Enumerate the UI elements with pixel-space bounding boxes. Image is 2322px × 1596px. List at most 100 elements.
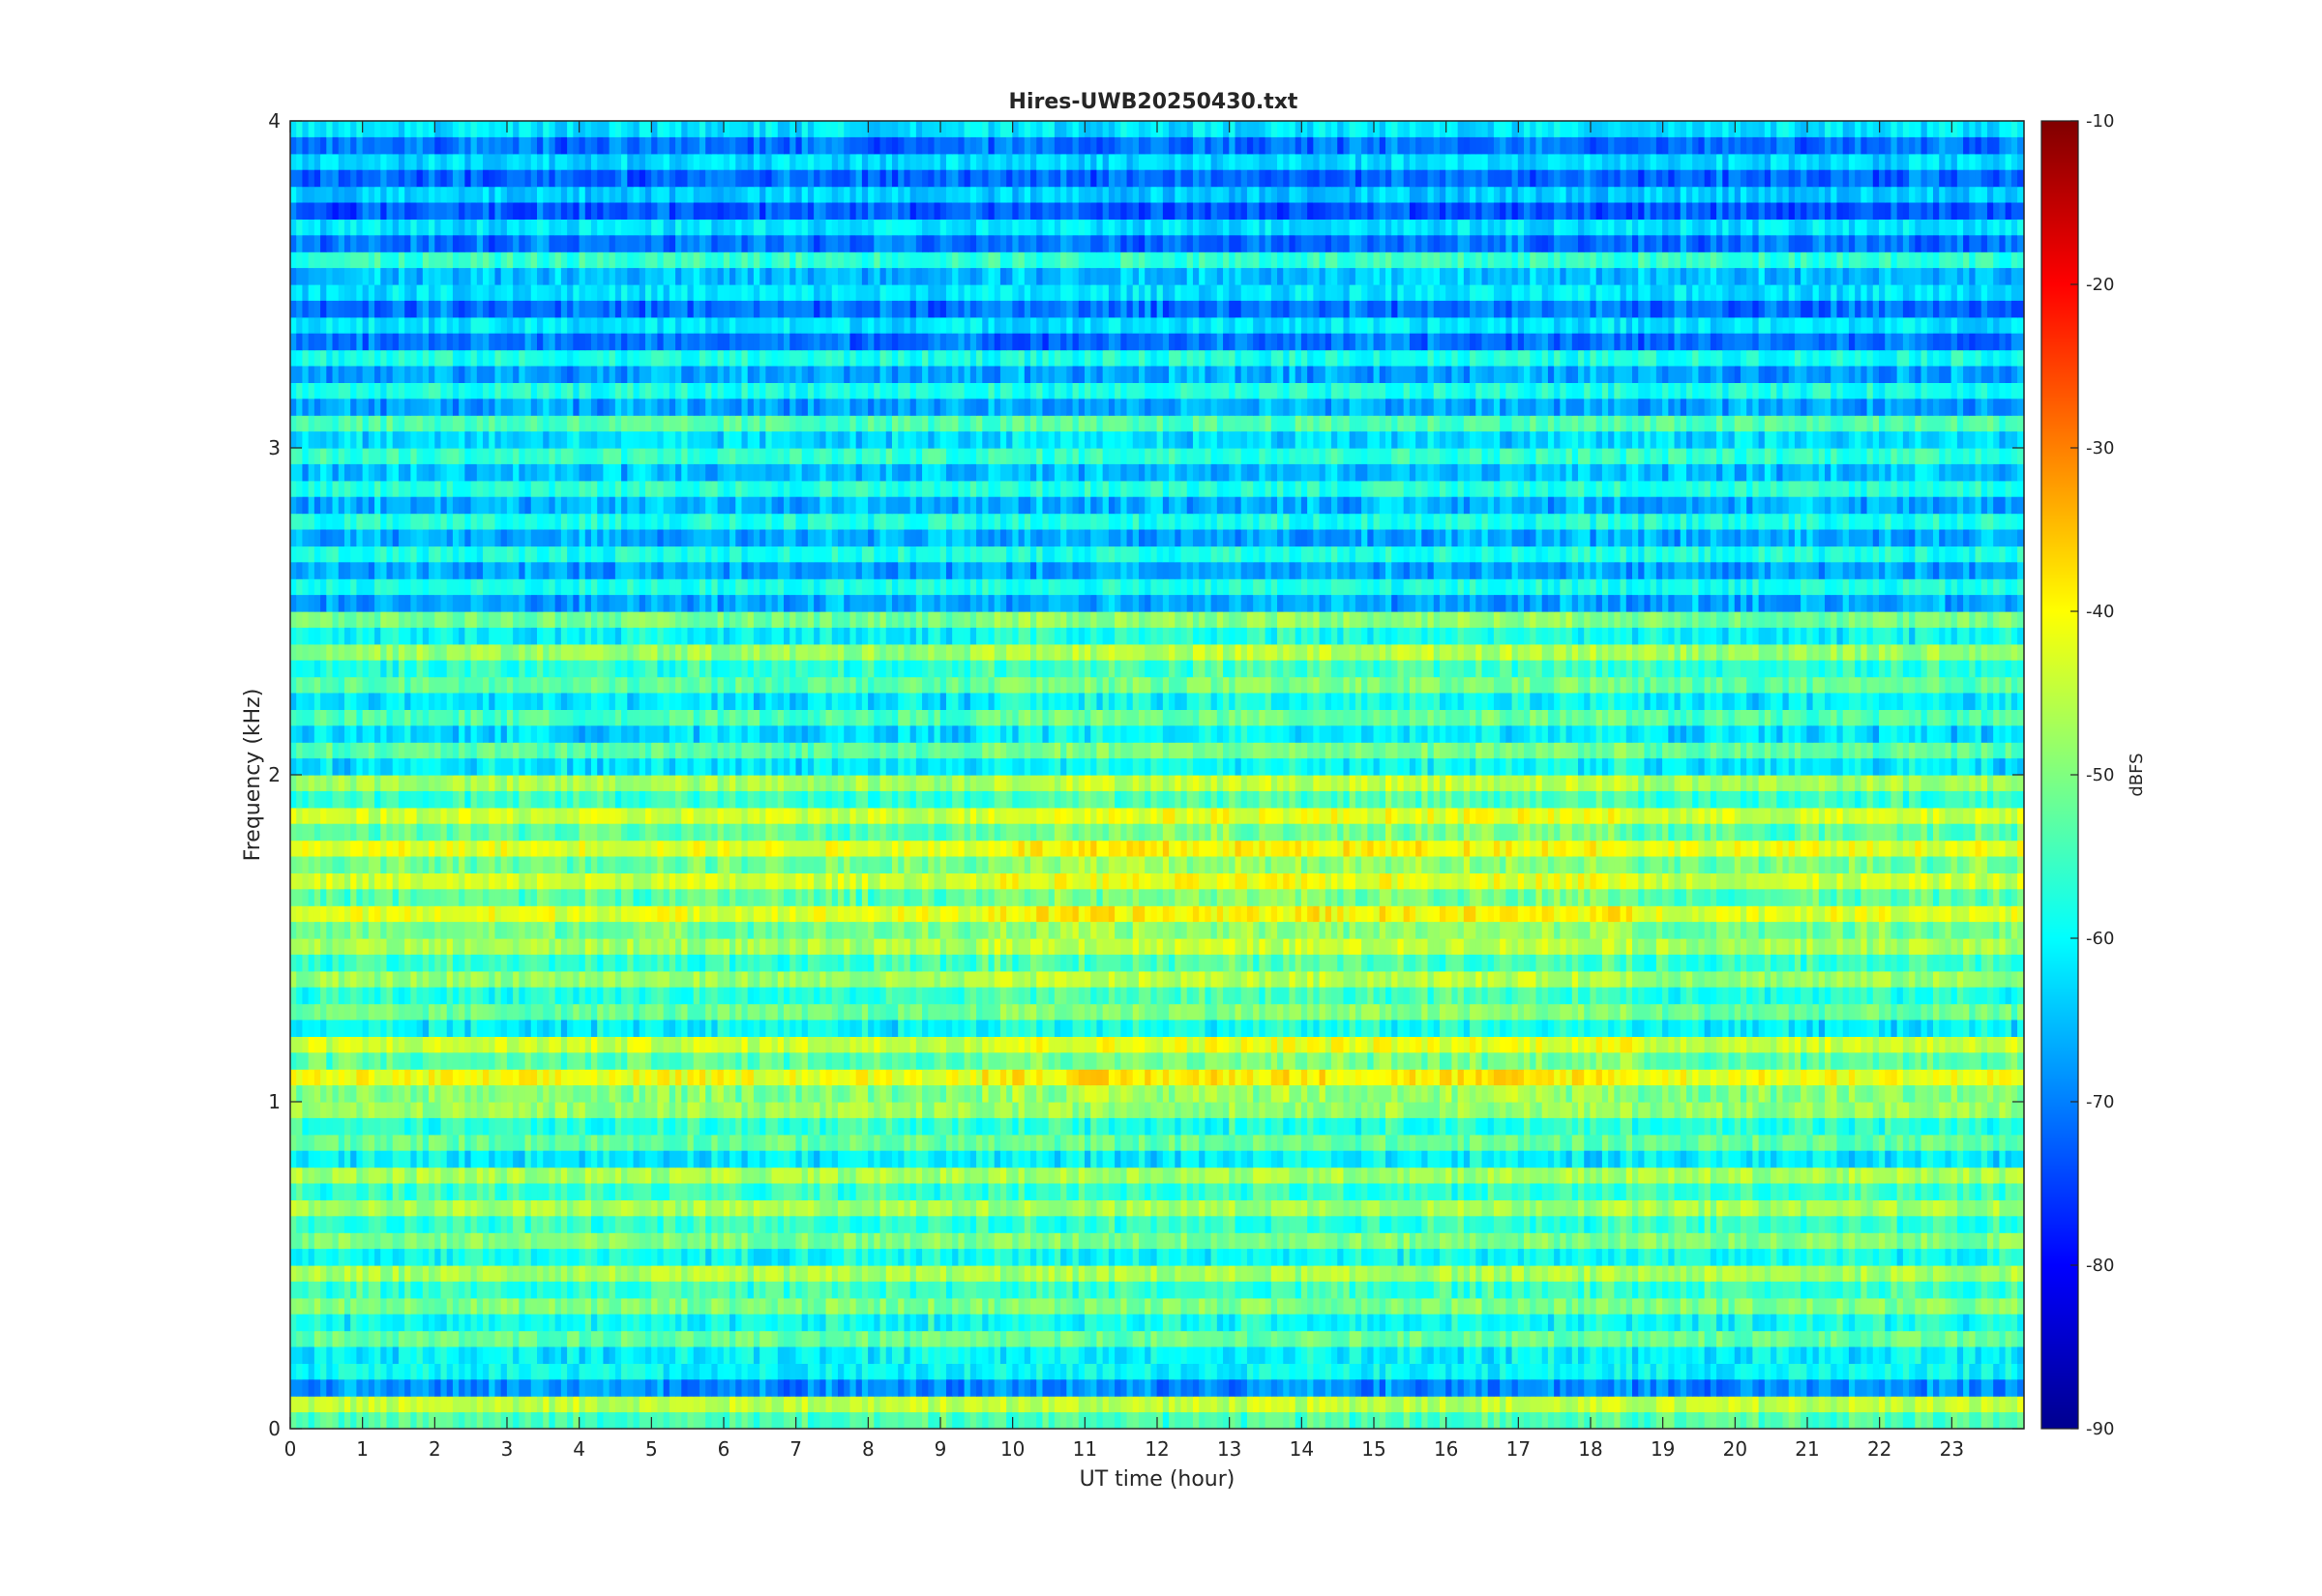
heatmap-cell (343, 1412, 351, 1430)
heatmap-cell (1614, 1297, 1622, 1315)
heatmap-cell (1668, 1232, 1676, 1250)
heatmap-cell (1180, 1330, 1188, 1348)
heatmap-cell (1728, 1379, 1736, 1397)
heatmap-cell (1740, 1216, 1747, 1233)
heatmap-cell (1156, 1183, 1164, 1200)
heatmap-cell (928, 1314, 936, 1332)
heatmap-cell (380, 1314, 388, 1332)
heatmap-cell (765, 1346, 773, 1364)
heatmap-cell (729, 1216, 736, 1233)
heatmap-cell (1644, 1265, 1652, 1283)
heatmap-cell (489, 1412, 496, 1430)
heatmap-cell (1470, 1249, 1476, 1266)
heatmap-cell (1277, 1183, 1284, 1200)
heatmap-cell (669, 1150, 676, 1168)
heatmap-cell (1794, 1183, 1801, 1200)
heatmap-cell (928, 1297, 936, 1315)
heatmap-cell (771, 1150, 779, 1168)
heatmap-cell (1909, 1330, 1916, 1348)
heatmap-cell (1295, 1167, 1302, 1185)
heatmap-cell (1831, 1216, 1838, 1233)
heatmap-cell (524, 1379, 532, 1397)
heatmap-cell (741, 1314, 749, 1332)
heatmap-cell (1680, 1167, 1687, 1185)
heatmap-cell (939, 1363, 947, 1380)
heatmap-cell (1698, 1199, 1706, 1217)
heatmap-cell (627, 1412, 635, 1430)
heatmap-cell (1662, 1346, 1669, 1364)
heatmap-cell (1475, 1265, 1483, 1283)
heatmap-cell (1463, 1232, 1471, 1250)
heatmap-cell (1300, 1346, 1308, 1364)
heatmap-cell (1223, 1265, 1230, 1283)
heatmap-cell (1956, 1363, 1964, 1380)
heatmap-cell (1776, 1330, 1784, 1348)
heatmap-cell (831, 1330, 839, 1348)
heatmap-cell (1145, 1249, 1152, 1266)
heatmap-cell (1625, 1167, 1633, 1185)
heatmap-cell (1421, 1314, 1429, 1332)
heatmap-cell (1229, 1363, 1236, 1380)
heatmap-cell (1300, 1363, 1308, 1380)
heatmap-cell (1060, 1249, 1067, 1266)
heatmap-cell (976, 1281, 983, 1299)
heatmap-cell (1036, 1363, 1044, 1380)
heatmap-cell (982, 1412, 990, 1430)
heatmap-cell (584, 1265, 592, 1283)
heatmap-cell (729, 1183, 736, 1200)
heatmap-cell (885, 1330, 893, 1348)
heatmap-cell (729, 1265, 736, 1283)
heatmap-cell (1048, 1199, 1056, 1217)
heatmap-cell (1115, 1330, 1121, 1348)
heatmap-cell (1668, 1281, 1676, 1299)
heatmap-cell (849, 1379, 857, 1397)
heatmap-cell (1879, 1167, 1886, 1185)
heatmap-cell (675, 1150, 682, 1168)
heatmap-cell (1806, 1216, 1814, 1233)
heatmap-cell (1861, 1167, 1868, 1185)
heatmap-cell (1902, 1249, 1910, 1266)
heatmap-cell (1728, 1249, 1736, 1266)
heatmap-cell (1373, 1412, 1381, 1430)
heatmap-cell (988, 1346, 996, 1364)
heatmap-cell (747, 1232, 755, 1250)
heatmap-cell (1186, 1330, 1194, 1348)
heatmap-cell (1764, 1330, 1771, 1348)
heatmap-cell (1956, 1281, 1964, 1299)
heatmap-cell (1963, 1297, 1970, 1315)
heatmap-cell (386, 1232, 394, 1250)
heatmap-cell (1457, 1297, 1465, 1315)
heatmap-cell (549, 1346, 556, 1364)
heatmap-cell (1421, 1232, 1429, 1250)
heatmap-cell (374, 1379, 381, 1397)
heatmap-cell (1872, 1232, 1880, 1250)
heatmap-cell (747, 1297, 755, 1315)
heatmap-cell (777, 1134, 785, 1152)
heatmap-cell (801, 1363, 809, 1380)
heatmap-cell (1752, 1346, 1760, 1364)
heatmap-cell (837, 1249, 845, 1266)
heatmap-cell (898, 1396, 906, 1413)
heatmap-cell (1331, 1167, 1338, 1185)
heatmap-cell (1500, 1346, 1506, 1364)
heatmap-cell (429, 1346, 435, 1364)
heatmap-cell (1138, 1249, 1146, 1266)
heatmap-cell (380, 1167, 388, 1185)
heatmap-cell (1216, 1216, 1224, 1233)
heatmap-cell (1620, 1167, 1627, 1185)
heatmap-cell (687, 1134, 695, 1152)
heatmap-cell (1842, 1183, 1850, 1200)
heatmap-cell (687, 1396, 695, 1413)
heatmap-cell (614, 1134, 622, 1152)
heatmap-cell (1235, 1249, 1242, 1266)
heatmap-cell (530, 1330, 538, 1348)
heatmap-cell (801, 1183, 809, 1200)
heatmap-cell (1066, 1249, 1074, 1266)
heatmap-cell (434, 1167, 442, 1185)
heatmap-cell (1072, 1183, 1080, 1200)
heatmap-cell (1445, 1265, 1453, 1283)
heatmap-cell (1060, 1199, 1067, 1217)
heatmap-cell (789, 1314, 797, 1332)
heatmap-cell (1180, 1314, 1188, 1332)
heatmap-cell (795, 1396, 803, 1413)
